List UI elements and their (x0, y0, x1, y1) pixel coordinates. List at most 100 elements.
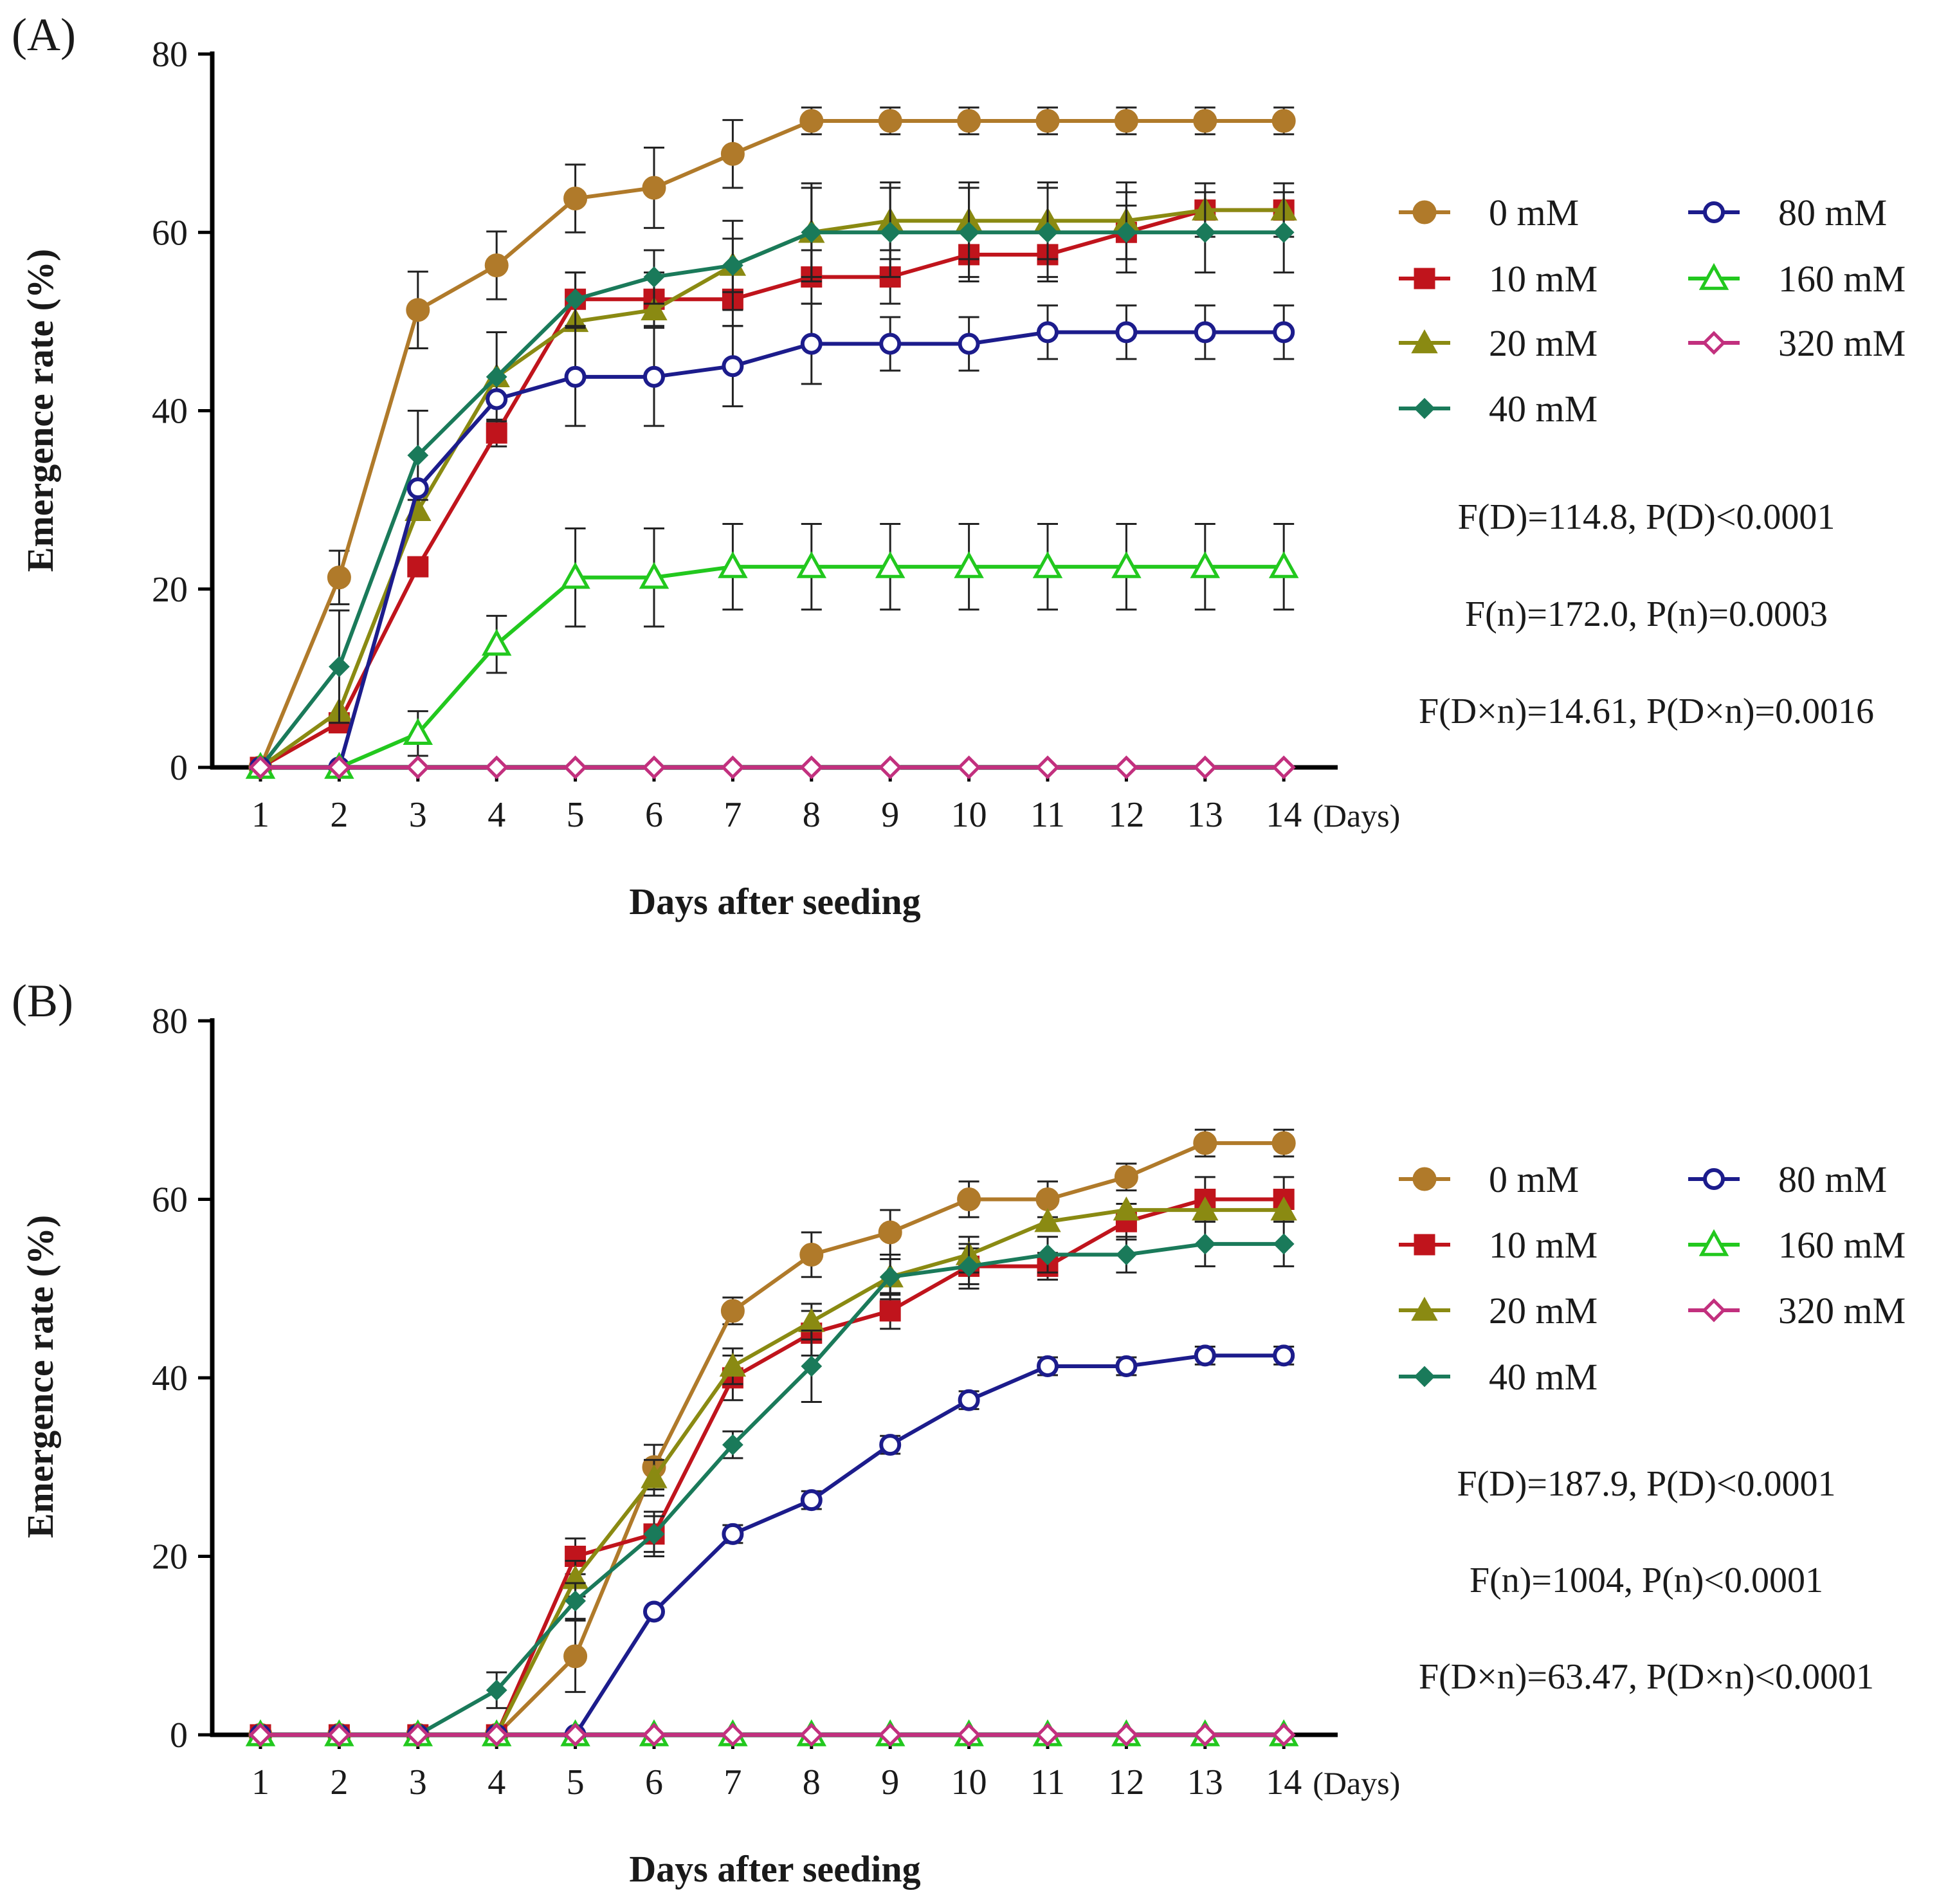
legend-marker (1702, 331, 1726, 355)
legend-label: 0 mM (1489, 192, 1579, 233)
legend-marker (1414, 1366, 1435, 1387)
legend-item: 20 mM (1399, 1290, 1598, 1332)
y-tick-label: 40 (152, 1359, 188, 1398)
data-point (722, 1434, 743, 1456)
data-point (563, 187, 588, 211)
data-point (878, 755, 902, 780)
data-point (957, 1187, 981, 1211)
series-line (260, 565, 1284, 769)
data-point (484, 755, 509, 780)
data-point (564, 365, 587, 388)
data-point (484, 253, 509, 278)
legend-label: 20 mM (1489, 322, 1598, 364)
x-tick-label: 7 (724, 1762, 742, 1802)
x-tick-label: 2 (330, 1762, 348, 1802)
legend-label: 320 mM (1778, 1290, 1906, 1332)
data-point (486, 422, 507, 444)
data-point (642, 755, 666, 780)
legend-marker (1702, 1298, 1726, 1323)
data-point (563, 755, 588, 780)
data-point (1037, 1355, 1059, 1377)
x-tick-label: 4 (487, 795, 505, 835)
legend-item: 10 mM (1399, 1224, 1598, 1266)
data-point (1194, 221, 1216, 243)
data-point (1190, 551, 1221, 578)
y-tick-label: 80 (152, 1002, 188, 1041)
series-line (260, 1353, 1284, 1737)
data-point (641, 296, 668, 321)
data-point (801, 1355, 823, 1377)
stats-text: F(D×n)=63.47, P(D×n)<0.0001 (1419, 1657, 1874, 1697)
series-40-mm (250, 187, 1295, 778)
data-point (1268, 551, 1299, 578)
x-tick-label: 6 (645, 795, 663, 835)
legend-item: 320 mM (1688, 1290, 1906, 1332)
data-point (958, 1256, 980, 1277)
data-point (643, 266, 665, 288)
data-point (563, 1644, 588, 1669)
series-line (260, 1241, 1284, 1737)
x-axis-title: Days after seeding (629, 881, 920, 922)
series-160-mm (245, 523, 1299, 779)
data-point (1193, 109, 1217, 133)
data-point (1035, 1187, 1060, 1211)
y-axis-title: Emergence rate (%) (19, 249, 61, 572)
series-line (260, 330, 1284, 769)
data-point (407, 444, 429, 466)
y-tick-label: 20 (152, 570, 188, 610)
data-point (1114, 755, 1138, 780)
legend-marker (1411, 329, 1438, 354)
legend-item: 80 mM (1688, 192, 1887, 233)
data-point (563, 1723, 588, 1747)
data-point (403, 718, 433, 746)
legend-marker (1411, 1296, 1438, 1321)
data-point (799, 1723, 824, 1747)
data-point (722, 255, 743, 276)
data-point (486, 1680, 507, 1701)
data-point (958, 221, 980, 243)
stats-text: F(D×n)=14.61, P(D×n)=0.0016 (1419, 691, 1874, 731)
x-tick-label: 3 (409, 795, 427, 835)
data-point (1034, 1208, 1061, 1232)
x-tick-label: 14 (1266, 1762, 1302, 1802)
data-point (720, 1723, 745, 1747)
series-line (259, 230, 1284, 769)
data-point (799, 755, 824, 780)
x-tick-label: 10 (951, 1762, 987, 1802)
data-point (642, 1723, 666, 1747)
legend-label: 40 mM (1489, 388, 1598, 430)
legend-label: 320 mM (1778, 322, 1906, 364)
data-point (719, 1352, 747, 1377)
data-point (718, 551, 748, 578)
data-point (800, 333, 823, 355)
data-point (1113, 1196, 1140, 1221)
legend-marker (1703, 1168, 1725, 1190)
data-point (486, 366, 507, 388)
data-point (1271, 755, 1296, 780)
legend-label: 160 mM (1778, 258, 1906, 300)
data-point (1273, 221, 1295, 243)
series-20-mm (247, 181, 1297, 778)
data-point (327, 1723, 351, 1747)
y-tick-label: 60 (152, 1180, 188, 1220)
data-point (1115, 221, 1137, 243)
series-320-mm (248, 755, 1296, 780)
data-point (406, 1723, 430, 1747)
data-point (1194, 321, 1216, 343)
x-tick-label: 2 (330, 795, 348, 835)
data-point (957, 109, 981, 133)
data-point (327, 565, 351, 590)
data-point (879, 1434, 902, 1456)
data-point (879, 1300, 901, 1322)
legend-label: 160 mM (1778, 1224, 1906, 1266)
data-point (1271, 1131, 1296, 1155)
data-point (800, 1489, 823, 1512)
x-tick-label: 4 (487, 1762, 505, 1802)
data-point (328, 655, 350, 677)
panel-label: (B) (12, 975, 73, 1027)
x-tick-label: 11 (1030, 1762, 1065, 1802)
data-point (799, 1243, 824, 1267)
legend-label: 80 mM (1778, 1158, 1887, 1200)
